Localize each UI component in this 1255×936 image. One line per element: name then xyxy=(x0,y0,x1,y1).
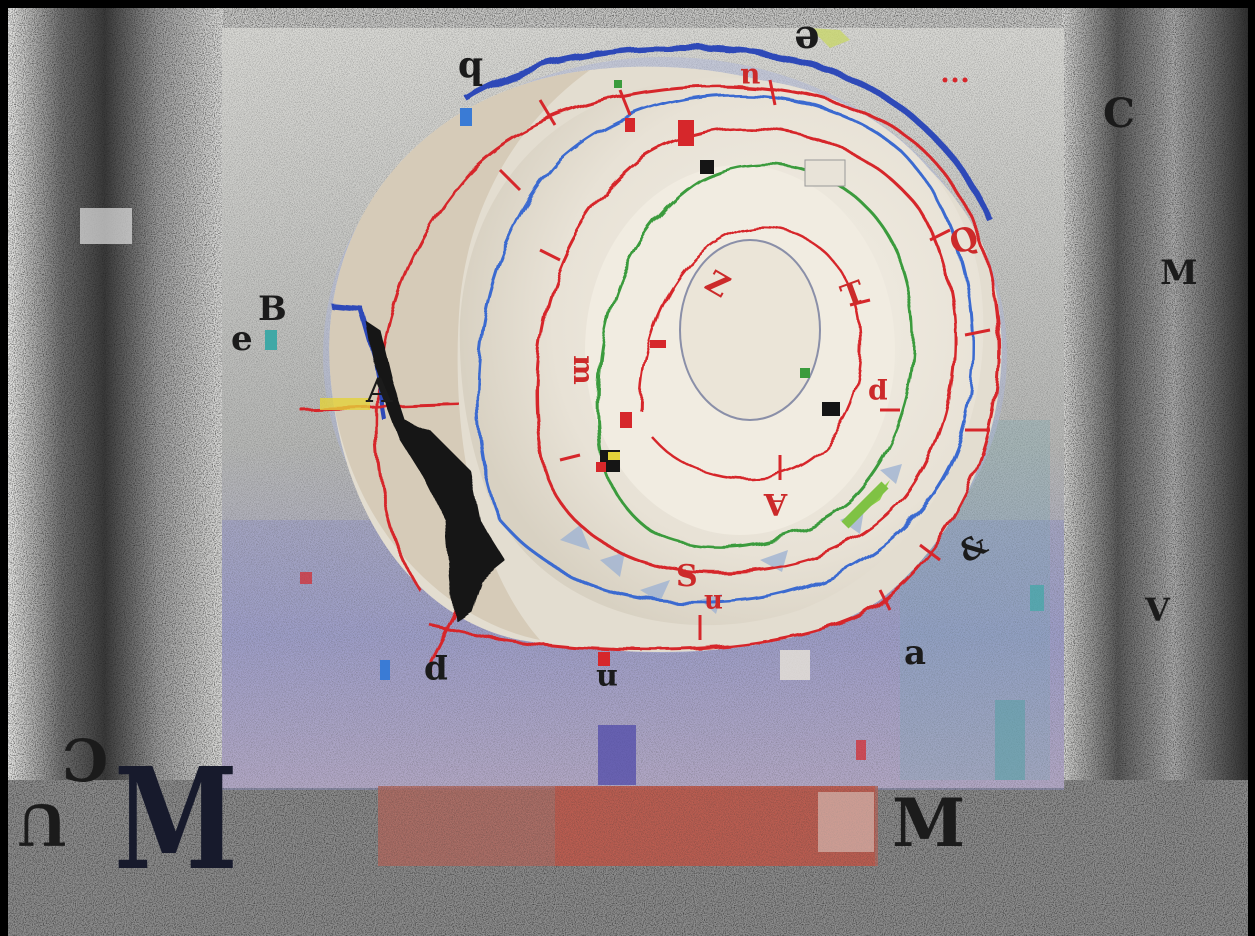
letter-c-bottomleft: C xyxy=(62,725,109,793)
letter-n-bottom: n xyxy=(596,662,618,697)
color-strip xyxy=(378,786,878,866)
letter-b-top: b xyxy=(458,49,484,91)
blue-outer-arc xyxy=(463,45,993,222)
thread-ticks xyxy=(498,79,991,640)
letter-a-center: A xyxy=(764,486,788,521)
blue-block xyxy=(598,725,636,785)
black-torn-shape xyxy=(365,320,505,620)
small-collage-pieces xyxy=(80,28,1044,760)
teal-block xyxy=(995,700,1025,780)
letter-p-center: p xyxy=(868,378,888,411)
letter-m-bottomleft: M xyxy=(114,738,238,902)
letter-m-bottom: M xyxy=(892,784,966,862)
letter-a-left: A xyxy=(366,371,393,411)
letter-e-top: e xyxy=(794,17,820,64)
letter-v-right: V xyxy=(1145,591,1170,629)
letter-a-bottom: a xyxy=(904,633,927,673)
letter-b-left: B xyxy=(258,289,287,329)
letter-p-bottom: p xyxy=(424,653,448,693)
letter-c-right: C xyxy=(1103,90,1135,137)
red-dots xyxy=(942,77,968,83)
letter-u-bottomleft: U xyxy=(18,791,67,857)
letter-n-bottom-red: n xyxy=(704,588,723,618)
letter-m-right: M xyxy=(1160,253,1198,293)
letter-s-bottom: S xyxy=(676,559,698,594)
letter-u-top: u xyxy=(740,62,761,95)
letter-e-left: e xyxy=(231,319,253,359)
letter-m-center: m xyxy=(566,355,600,385)
